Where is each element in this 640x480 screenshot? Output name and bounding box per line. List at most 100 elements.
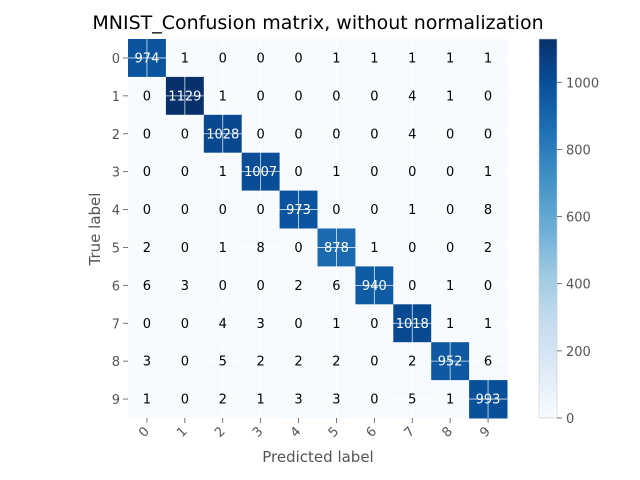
colorbar-tick-label: 0	[566, 412, 574, 427]
cell-value-label: 1	[446, 317, 454, 332]
cell-value-label: 3	[143, 355, 151, 370]
cell-value-label: 0	[332, 203, 340, 218]
cell-value-label: 8	[484, 203, 492, 218]
x-tick-label: 5	[326, 424, 342, 440]
y-tick-label: 6	[112, 279, 120, 294]
cell-value-label: 1	[257, 393, 265, 408]
x-axis-ticks: 0 1 2 3 4 5 6 7 8 9	[136, 418, 494, 441]
y-tick-label: 4	[112, 204, 120, 219]
cell-value-label: 1028	[206, 127, 239, 142]
y-tick-label: 8	[112, 355, 120, 370]
cell-value-label: 0	[257, 89, 265, 104]
x-tick-label: 2	[212, 424, 228, 440]
cell-value-label: 0	[219, 279, 227, 294]
cell-value-label: 1	[219, 241, 227, 256]
colorbar-frame	[538, 38, 558, 419]
x-tick-label: 6	[364, 424, 380, 440]
cell-value-label: 0	[332, 127, 340, 142]
cell-value-label: 6	[332, 279, 340, 294]
cell-value-label: 0	[294, 89, 302, 104]
x-tick-label: 4	[288, 424, 304, 440]
cell-value-label: 0	[484, 279, 492, 294]
cell-value-label: 974	[135, 51, 160, 66]
cell-value-label: 1	[446, 51, 454, 66]
cell-value-label: 952	[438, 355, 463, 370]
cell-value-label: 0	[257, 51, 265, 66]
x-axis-label: Predicted label	[262, 448, 373, 466]
colorbar-tick-label: 800	[566, 143, 591, 158]
y-tick-label: 0	[112, 52, 120, 67]
cell-value-label: 940	[362, 279, 387, 294]
cell-value-label: 2	[257, 355, 265, 370]
cell-value-label: 3	[294, 393, 302, 408]
cell-value-label: 0	[143, 203, 151, 218]
x-tick-label: 3	[250, 424, 266, 440]
y-axis-ticks: 0 1 2 3 4 5 6 7 8 9	[112, 52, 128, 408]
y-tick-label: 5	[112, 241, 120, 256]
y-tick-label: 2	[112, 128, 120, 143]
cell-value-label: 2	[219, 393, 227, 408]
cell-value-label: 0	[181, 241, 189, 256]
colorbar-tick-label: 600	[566, 211, 591, 226]
x-tick-label: 7	[402, 424, 418, 440]
cell-value-label: 1	[219, 89, 227, 104]
cell-value-label: 4	[408, 89, 416, 104]
cell-value-label: 0	[181, 165, 189, 180]
cell-value-label: 0	[370, 355, 378, 370]
cell-value-label: 0	[143, 165, 151, 180]
cell-value-label: 0	[219, 203, 227, 218]
cell-value-label: 0	[181, 317, 189, 332]
cell-value-label: 0	[446, 203, 454, 218]
y-tick-label: 3	[112, 166, 120, 181]
cell-value-label: 1129	[168, 89, 201, 104]
cell-value-label: 1	[446, 279, 454, 294]
cell-value-label: 0	[408, 165, 416, 180]
cell-value-label: 2	[294, 279, 302, 294]
cell-value-label: 1	[484, 51, 492, 66]
cell-value-label: 0	[446, 241, 454, 256]
cell-value-label: 0	[370, 89, 378, 104]
cell-value-label: 0	[181, 127, 189, 142]
cell-value-label: 4	[219, 317, 227, 332]
cell-value-label: 0	[143, 89, 151, 104]
cell-value-label: 0	[181, 355, 189, 370]
cell-value-label: 993	[476, 393, 501, 408]
cell-value-label: 1	[219, 165, 227, 180]
cell-value-label: 6	[484, 355, 492, 370]
y-tick-label: 7	[112, 317, 120, 332]
cell-value-label: 0	[257, 127, 265, 142]
cell-value-label: 0	[332, 89, 340, 104]
cell-value-label: 0	[370, 317, 378, 332]
cell-value-label: 1	[332, 51, 340, 66]
cell-value-label: 0	[257, 203, 265, 218]
cell-value-label: 4	[408, 127, 416, 142]
y-tick-label: 9	[112, 393, 120, 408]
cell-value-label: 1	[484, 317, 492, 332]
cell-value-label: 1	[143, 393, 151, 408]
cell-value-label: 6	[143, 279, 151, 294]
cell-value-label: 0	[143, 317, 151, 332]
cell-value-label: 0	[484, 89, 492, 104]
cell-value-label: 0	[294, 241, 302, 256]
cell-value-label: 0	[370, 203, 378, 218]
x-tick-label: 1	[174, 424, 190, 440]
heatmap-cell-labels: 974 1 0 0 0 1 1 1 1 10 1129 1 0 0 0 0 4 1 00 0 1028 0 0 0 0 4 0 00 0…	[135, 51, 501, 407]
cell-value-label: 1	[370, 51, 378, 66]
cell-value-label: 1018	[396, 317, 429, 332]
cell-value-label: 1	[446, 393, 454, 408]
cell-value-label: 0	[294, 317, 302, 332]
cell-value-label: 0	[370, 393, 378, 408]
cell-value-label: 5	[219, 355, 227, 370]
cell-value-label: 0	[143, 127, 151, 142]
cell-value-label: 0	[294, 51, 302, 66]
cell-value-label: 0	[181, 203, 189, 218]
cell-value-label: 3	[332, 393, 340, 408]
cell-value-label: 2	[294, 355, 302, 370]
x-tick-label: 9	[477, 424, 493, 440]
x-tick-label: 8	[439, 424, 455, 440]
cell-value-label: 8	[257, 241, 265, 256]
cell-value-label: 2	[408, 355, 416, 370]
cell-value-label: 0	[181, 393, 189, 408]
cell-value-label: 1	[332, 317, 340, 332]
colorbar-gradient	[539, 39, 557, 418]
